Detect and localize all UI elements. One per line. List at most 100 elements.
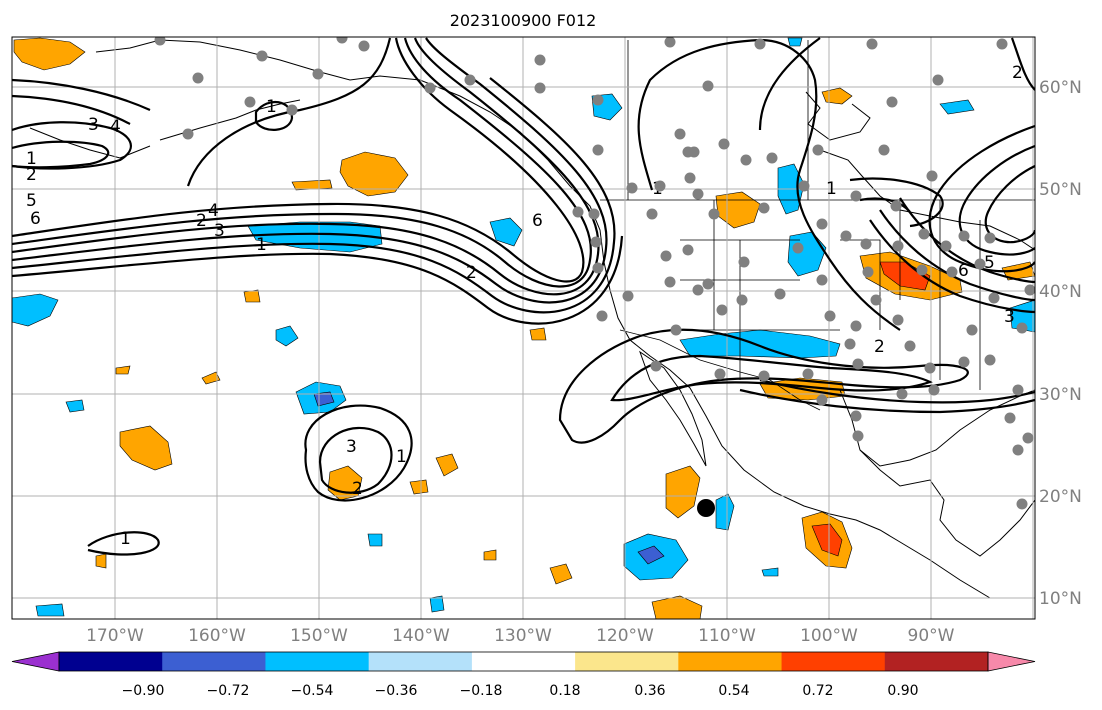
contour-label: 1	[26, 149, 37, 169]
lon-tick-label: 150°W	[290, 626, 348, 646]
positive-anomaly	[243, 289, 261, 303]
colorbar-segment	[471, 652, 576, 671]
contour-label: 6	[532, 211, 543, 231]
contour-label: 2	[466, 263, 477, 283]
colorbar-tick-label: −0.72	[207, 683, 250, 699]
colorbar-tick-label: −0.36	[375, 683, 418, 699]
contour-label: 2	[874, 337, 885, 357]
positive-anomaly	[483, 549, 497, 561]
lat-tick-label: 20°N	[1039, 487, 1082, 507]
lon-tick-label: 120°W	[596, 626, 654, 646]
strong-negative-anomaly	[637, 545, 665, 565]
station-markers	[154, 37, 1035, 510]
strong-positive-anomaly	[811, 523, 843, 557]
colorbar-segment	[575, 652, 679, 671]
colorbar-extend-min	[11, 651, 60, 672]
contour-label: 1	[396, 447, 407, 467]
colorbar-tick-label: 0.72	[802, 683, 833, 699]
lat-tick-label: 60°N	[1039, 78, 1082, 98]
colorbar-segment	[59, 652, 163, 671]
contour-label: 5	[984, 253, 995, 273]
colorbar-ticks: −0.90 −0.72 −0.54 −0.36 −0.18 0.18 0.36 …	[122, 683, 919, 699]
negative-anomaly	[489, 217, 523, 247]
contour-label: 6	[958, 261, 969, 281]
colorbar-segment	[368, 652, 473, 671]
negative-anomaly	[35, 603, 65, 617]
colorbar-segment	[884, 652, 989, 671]
colorbar-tick-label: 0.54	[718, 683, 749, 699]
political-borders	[600, 40, 1035, 411]
contour-label: 1	[120, 529, 131, 549]
negative-anomaly	[429, 595, 445, 613]
contour-label: 4	[110, 117, 121, 137]
positive-anomaly	[13, 37, 86, 71]
contour-label: 1	[266, 97, 277, 117]
contour-label: 3	[88, 115, 99, 135]
negative-anomaly	[715, 493, 735, 531]
storm-marker	[697, 499, 715, 517]
contour-label: 1	[826, 179, 837, 199]
contour-label: 6	[30, 209, 41, 229]
contour-label: 2	[196, 211, 207, 231]
colorbar-segment	[265, 652, 370, 671]
positive-anomaly	[529, 327, 547, 341]
colorbar-segment	[781, 652, 886, 671]
latitude-axis: 60°N 50°N 40°N 30°N 20°N 10°N	[1039, 78, 1082, 609]
contour-label: 3	[214, 221, 225, 241]
negative-anomaly	[939, 99, 975, 115]
contour-label: 5	[26, 191, 37, 211]
colorbar-segment	[162, 652, 266, 671]
lon-tick-label: 140°W	[392, 626, 450, 646]
longitude-axis: 170°W 160°W 150°W 140°W 130°W 120°W 110°…	[86, 626, 955, 646]
positive-anomaly	[119, 425, 173, 471]
positive-anomaly	[291, 179, 333, 191]
positive-anomaly	[651, 595, 703, 619]
colorbar-tick-label: −0.90	[122, 683, 165, 699]
positive-anomaly	[115, 365, 131, 375]
contour-label: 2	[26, 165, 37, 185]
colorbar-tick-label: 0.36	[634, 683, 665, 699]
positive-anomaly	[95, 553, 107, 569]
negative-anomaly	[65, 399, 85, 413]
contour-label: 1	[256, 235, 267, 255]
gridlines	[12, 37, 1035, 619]
colorbar-segment	[678, 652, 783, 671]
lon-tick-label: 160°W	[188, 626, 246, 646]
colorbar-tick-label: −0.54	[291, 683, 334, 699]
contour-label: 4	[208, 201, 219, 221]
colorbar	[11, 651, 1036, 672]
lat-tick-label: 30°N	[1039, 385, 1082, 405]
lat-tick-label: 50°N	[1039, 180, 1082, 200]
contour-label: 3	[346, 437, 357, 457]
colorbar-tick-label: −0.18	[460, 683, 503, 699]
map-frame	[11, 36, 1036, 620]
negative-anomaly	[1009, 299, 1035, 333]
lon-tick-label: 130°W	[494, 626, 552, 646]
colorbar-outline	[58, 651, 989, 672]
positive-anomaly	[201, 371, 221, 385]
negative-anomaly	[761, 567, 779, 577]
colorbar-tick-label: 0.90	[887, 683, 918, 699]
contour-label: 3	[1004, 307, 1015, 327]
negative-anomaly	[367, 533, 383, 547]
contour-label: 2	[352, 479, 363, 499]
negative-anomaly	[12, 293, 59, 327]
contour-label: 2	[1012, 63, 1023, 83]
lon-tick-label: 100°W	[800, 626, 858, 646]
lon-tick-label: 170°W	[86, 626, 144, 646]
lon-tick-label: 90°W	[908, 626, 955, 646]
colorbar-tick-label: 0.18	[549, 683, 580, 699]
positive-anomaly	[549, 563, 573, 585]
positive-anomaly	[665, 465, 701, 519]
lat-tick-label: 40°N	[1039, 282, 1082, 302]
negative-anomaly	[275, 325, 299, 347]
positive-anomaly	[339, 151, 409, 197]
contour-lines	[12, 37, 1035, 556]
negative-anomaly	[787, 37, 803, 47]
map-title: 2023100900 F012	[450, 11, 597, 30]
map-area: 1 2 3 4 5 6 1 2 3 1 2 6 1 2 3 4 5 6 1 1 …	[12, 37, 1035, 619]
colorbar-extend-max	[987, 651, 1036, 672]
lat-tick-label: 10°N	[1039, 589, 1082, 609]
lon-tick-label: 110°W	[698, 626, 756, 646]
